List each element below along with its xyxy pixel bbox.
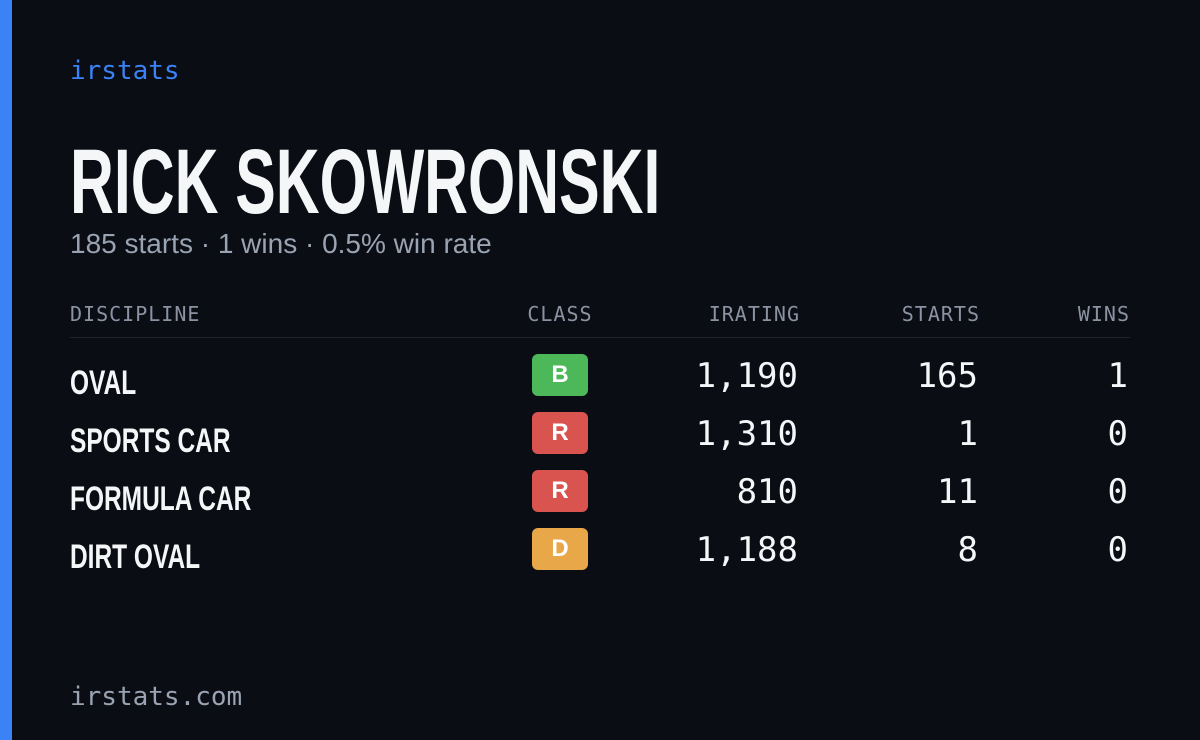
irating-value: 1,190	[695, 356, 798, 396]
accent-bar	[0, 0, 12, 740]
discipline: FORMULA CAR	[70, 480, 252, 518]
divider	[70, 337, 1130, 338]
starts-value: 8	[957, 530, 978, 570]
column-header: WINS	[1077, 302, 1130, 326]
summary: 185 starts · 1 wins · 0.5% win rate	[70, 228, 492, 259]
starts-value: 1	[957, 414, 978, 454]
column-header: DISCIPLINE	[70, 302, 201, 326]
starts-value: 165	[916, 356, 978, 396]
wins-value: 0	[1107, 472, 1128, 512]
class-badge: B	[532, 354, 588, 396]
class-badge: R	[532, 470, 588, 512]
starts-value: 11	[937, 472, 978, 512]
column-header: IRATING	[708, 302, 800, 326]
driver-name: RICK SKOWRONSKI	[70, 131, 661, 233]
irating-value: 1,310	[695, 414, 798, 454]
irating-value: 810	[736, 472, 798, 512]
column-header: STARTS	[901, 302, 980, 326]
wins-value: 0	[1107, 530, 1128, 570]
column-header: CLASS	[527, 302, 593, 326]
class-badge: R	[532, 412, 588, 454]
class-badge: D	[532, 528, 588, 570]
wins-value: 0	[1107, 414, 1128, 454]
logo: irstats	[70, 56, 180, 86]
wins-value: 1	[1107, 356, 1128, 396]
irating-value: 1,188	[695, 530, 798, 570]
footer-url: irstats.com	[70, 682, 243, 712]
discipline: DIRT OVAL	[70, 538, 201, 576]
discipline: OVAL	[70, 364, 137, 402]
discipline: SPORTS CAR	[70, 422, 231, 460]
